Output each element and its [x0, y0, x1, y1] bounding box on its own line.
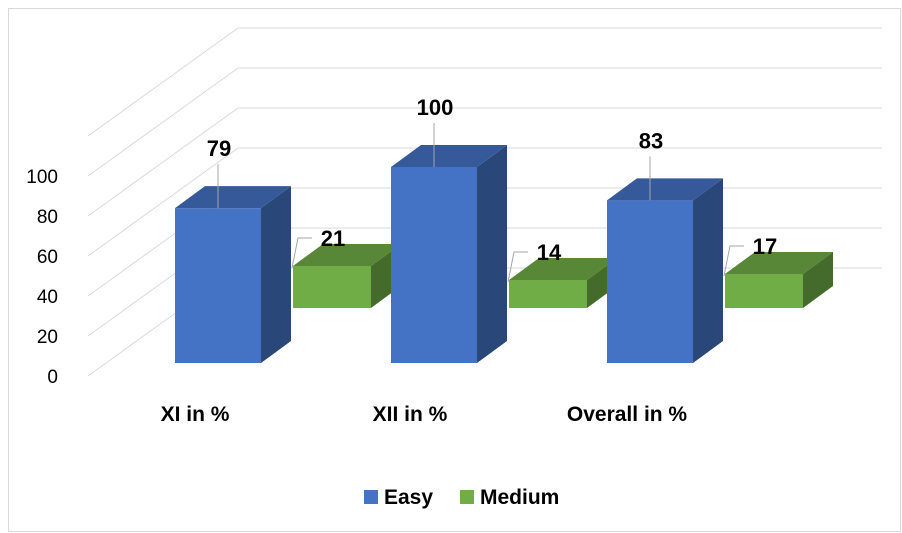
- bar-easy-front: [607, 200, 693, 363]
- bar-easy-top: [175, 186, 291, 209]
- x-category-label: Overall in %: [567, 403, 688, 426]
- y-tick-label: 20: [37, 327, 58, 348]
- bar-easy-front: [391, 167, 477, 363]
- data-label-leader: [723, 245, 744, 277]
- legend-label-easy: Easy: [384, 486, 433, 509]
- y-tick-label: 40: [37, 287, 58, 308]
- bar-easy-side: [477, 145, 507, 363]
- legend: Easy Medium: [364, 486, 559, 509]
- legend-swatch-medium: [460, 490, 474, 504]
- y-tick-label: 100: [26, 167, 58, 188]
- data-label-medium: 17: [753, 234, 777, 259]
- bar-medium-front: [293, 266, 371, 308]
- bar-easy-top: [391, 145, 507, 167]
- gridline-side: [87, 27, 239, 137]
- bar-easy-side: [261, 186, 291, 363]
- y-axis: 0 20 40 60 80 100: [26, 167, 58, 388]
- legend-swatch-easy: [364, 490, 378, 504]
- y-tick-label: 0: [47, 367, 58, 388]
- gridline-side: [87, 147, 239, 257]
- bar-easy-front: [175, 208, 261, 363]
- data-label-leader: [507, 251, 528, 283]
- bar-easy-side: [693, 178, 723, 363]
- data-label-easy: 79: [207, 136, 231, 161]
- data-label-easy: 83: [639, 128, 663, 153]
- data-labels: 79 21 100 14 83 17: [207, 95, 777, 283]
- legend-label-medium: Medium: [480, 486, 559, 509]
- x-axis: XI in % XII in % Overall in %: [161, 403, 688, 426]
- data-label-medium: 14: [537, 240, 562, 265]
- data-label-easy: 100: [417, 95, 454, 120]
- bar-medium-side: [803, 252, 833, 308]
- bar-easy-top: [607, 178, 723, 201]
- y-tick-label: 60: [37, 247, 58, 268]
- bars: [175, 145, 833, 363]
- bar-medium-front: [509, 280, 587, 308]
- bar-medium-top: [725, 252, 833, 274]
- x-category-label: XII in %: [373, 403, 448, 426]
- bar-medium-front: [725, 274, 803, 308]
- data-label-medium: 21: [321, 226, 345, 251]
- y-tick-label: 80: [37, 207, 58, 228]
- gridline-side: [87, 67, 239, 177]
- gridline-side: [87, 107, 239, 217]
- bar-medium-top: [293, 244, 401, 266]
- x-category-label: XI in %: [161, 403, 230, 426]
- bar-medium-top: [509, 258, 617, 280]
- data-label-leader: [291, 237, 312, 269]
